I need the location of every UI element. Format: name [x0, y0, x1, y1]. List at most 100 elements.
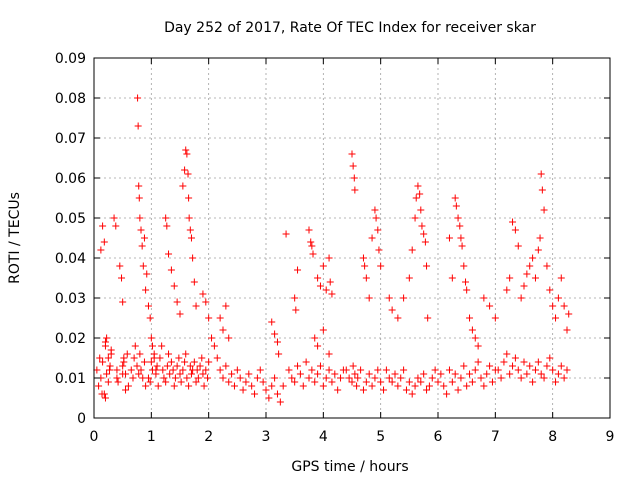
- data-point: [273, 338, 281, 346]
- y-tick-label: 0.07: [55, 131, 86, 147]
- x-tick-label: 6: [434, 429, 443, 445]
- data-point: [385, 294, 393, 302]
- data-point: [440, 382, 448, 390]
- data-point: [134, 94, 142, 102]
- y-tick-label: 0.06: [55, 171, 86, 187]
- data-point: [291, 294, 299, 302]
- data-point: [554, 370, 562, 378]
- data-point: [451, 370, 459, 378]
- data-point: [434, 378, 442, 386]
- data-point: [423, 262, 431, 270]
- data-point: [400, 294, 408, 302]
- data-point: [190, 358, 198, 366]
- data-point: [239, 386, 247, 394]
- data-point: [411, 214, 419, 222]
- data-point: [95, 382, 103, 390]
- x-tick-label: 0: [90, 429, 99, 445]
- data-point: [538, 186, 546, 194]
- data-point: [113, 374, 121, 382]
- data-point: [276, 398, 284, 406]
- data-point: [418, 222, 426, 230]
- data-point: [139, 262, 147, 270]
- data-point: [124, 382, 132, 390]
- x-tick-label: 4: [319, 429, 328, 445]
- data-point: [371, 206, 379, 214]
- data-point: [242, 378, 250, 386]
- data-point: [325, 350, 333, 358]
- data-point: [307, 238, 315, 246]
- data-point: [514, 242, 522, 250]
- chart-title: Day 252 of 2017, Rate Of TEC Index for r…: [164, 20, 536, 36]
- data-point: [104, 354, 112, 362]
- data-point: [451, 194, 459, 202]
- data-point: [337, 374, 345, 382]
- data-point: [173, 362, 181, 370]
- data-point: [394, 314, 402, 322]
- data-point: [388, 306, 396, 314]
- x-axis-label: GPS time / hours: [291, 459, 408, 475]
- data-point: [170, 382, 178, 390]
- data-point: [537, 170, 545, 178]
- data-point: [445, 234, 453, 242]
- y-axis-label: ROTI / TECUs: [7, 192, 23, 284]
- data-point: [437, 370, 445, 378]
- data-point: [140, 358, 148, 366]
- data-point: [138, 242, 146, 250]
- data-point: [372, 214, 380, 222]
- data-point: [103, 370, 111, 378]
- data-point: [135, 182, 143, 190]
- data-point: [500, 358, 508, 366]
- data-point: [517, 374, 525, 382]
- data-point: [457, 374, 465, 382]
- data-point: [148, 342, 156, 350]
- data-point: [131, 342, 139, 350]
- data-point: [273, 390, 281, 398]
- data-point: [511, 354, 519, 362]
- data-point: [185, 194, 193, 202]
- data-point: [219, 326, 227, 334]
- data-point: [182, 146, 190, 154]
- data-point: [196, 362, 204, 370]
- data-point: [148, 366, 156, 374]
- data-points: [93, 94, 573, 406]
- data-point: [183, 374, 191, 382]
- data-point: [146, 314, 154, 322]
- data-point: [474, 342, 482, 350]
- y-tick-label: 0.03: [55, 291, 86, 307]
- data-point: [193, 366, 201, 374]
- data-point: [165, 250, 173, 258]
- data-point: [486, 302, 494, 310]
- data-point: [402, 386, 410, 394]
- data-point: [192, 378, 200, 386]
- data-point: [167, 358, 175, 366]
- data-point: [511, 226, 519, 234]
- data-point: [491, 314, 499, 322]
- data-point: [342, 366, 350, 374]
- data-point: [182, 350, 190, 358]
- data-point: [488, 378, 496, 386]
- data-point: [279, 382, 287, 390]
- data-point: [245, 370, 253, 378]
- data-point: [113, 366, 121, 374]
- y-tick-label: 0.05: [55, 211, 86, 227]
- data-point: [142, 286, 150, 294]
- data-point: [210, 342, 218, 350]
- data-point: [443, 390, 451, 398]
- data-point: [543, 262, 551, 270]
- data-point: [135, 194, 143, 202]
- data-point: [268, 382, 276, 390]
- data-point: [302, 358, 310, 366]
- data-point: [119, 298, 127, 306]
- data-point: [127, 366, 135, 374]
- data-point: [268, 318, 276, 326]
- data-point: [460, 362, 468, 370]
- data-point: [93, 366, 101, 374]
- data-point: [256, 366, 264, 374]
- data-point: [424, 314, 432, 322]
- data-point: [98, 390, 106, 398]
- data-point: [420, 370, 428, 378]
- data-point: [552, 378, 560, 386]
- data-point: [112, 222, 120, 230]
- data-point: [208, 334, 216, 342]
- data-point: [150, 350, 158, 358]
